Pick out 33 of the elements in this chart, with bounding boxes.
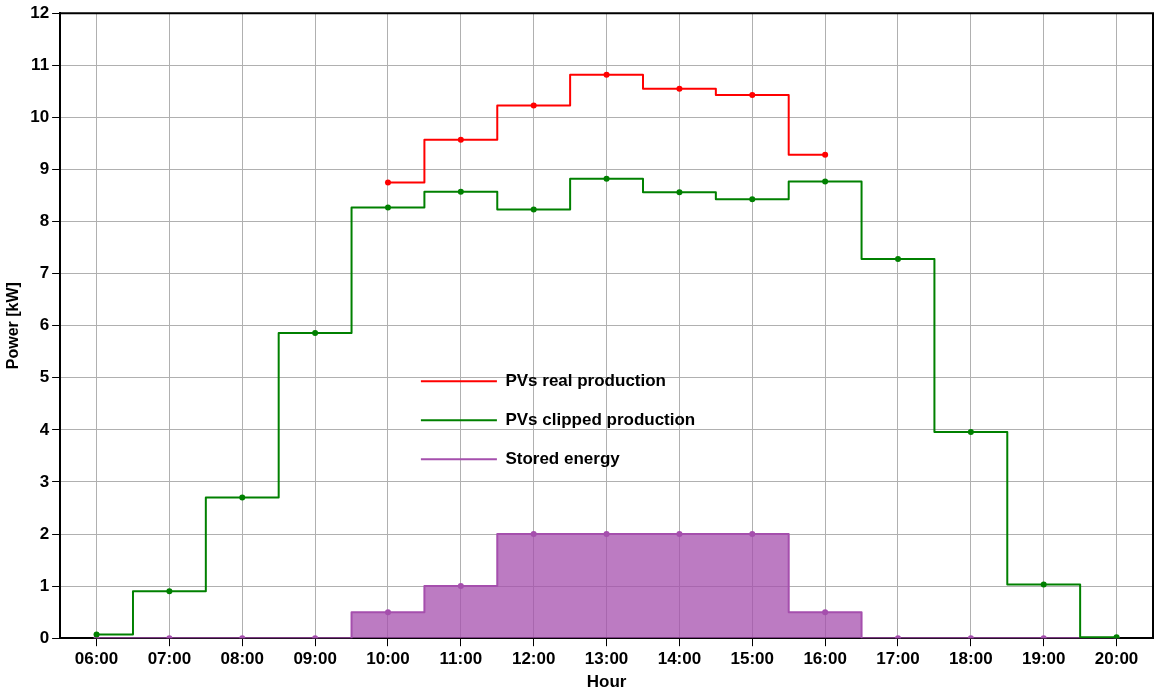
y-axis-title: Power [kW] [4, 282, 22, 370]
x-tick-label: 06:00 [74, 649, 119, 669]
x-tick-label: 20:00 [1094, 649, 1139, 669]
y-tick-label: 3 [39, 471, 50, 491]
y-tick-label: 4 [39, 419, 50, 439]
x-tick-label: 10:00 [366, 649, 410, 669]
y-tick-label: 7 [39, 263, 50, 283]
legend-label: PVs real production [505, 370, 666, 390]
x-tick-label: 15:00 [730, 649, 775, 669]
y-tick-label: 8 [39, 211, 50, 231]
y-tick-label: 5 [39, 367, 50, 387]
x-tick-label: 09:00 [293, 649, 337, 669]
y-tick-label: 9 [39, 159, 50, 179]
x-axis-title: Hour [586, 672, 627, 692]
y-tick-label: 6 [39, 315, 50, 335]
y-tick-label: 1 [39, 575, 50, 595]
legend-label: PVs clipped production [505, 409, 696, 429]
y-tick-label: 2 [39, 523, 50, 543]
x-tick-label: 18:00 [949, 649, 993, 669]
x-tick-label: 16:00 [803, 649, 847, 669]
x-tick-label: 11:00 [439, 649, 483, 669]
y-tick-label: 12 [30, 2, 50, 22]
x-tick-label: 12:00 [511, 649, 556, 669]
x-tick-label: 13:00 [584, 649, 629, 669]
x-tick-label: 08:00 [220, 649, 264, 669]
x-tick-label: 07:00 [147, 649, 192, 669]
y-tick-label: 10 [30, 107, 50, 127]
y-tick-label: 0 [39, 627, 50, 647]
y-tick-label: 11 [31, 54, 50, 74]
x-tick-label: 17:00 [876, 649, 920, 669]
legend-label: Stored energy [505, 448, 621, 468]
x-tick-label: 19:00 [1021, 649, 1066, 669]
x-tick-label: 14:00 [657, 649, 702, 669]
